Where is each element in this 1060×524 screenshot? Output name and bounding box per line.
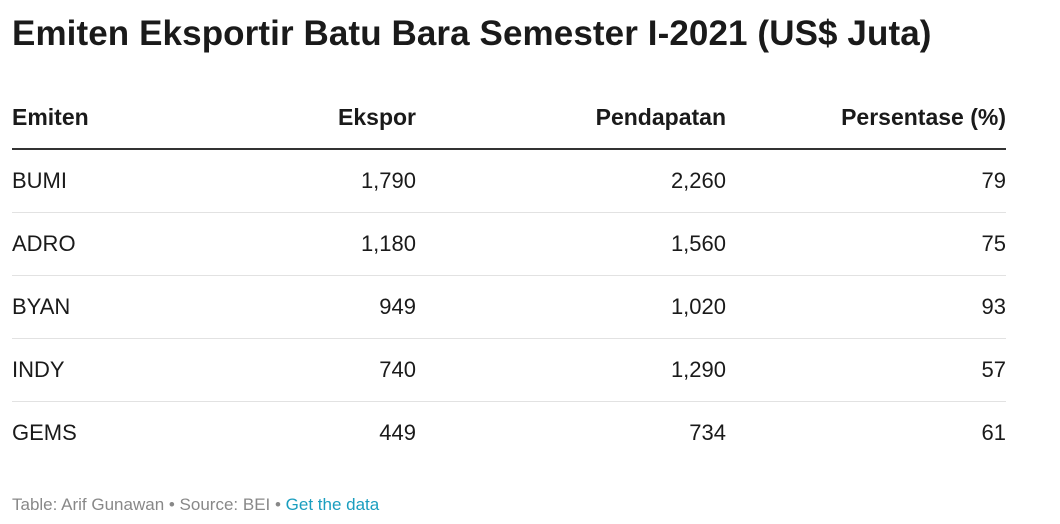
table-row: INDY 740 1,290 57 [12,338,1006,402]
column-header-persentase: Persentase (%) [726,86,1006,150]
table-row: ADRO 1,180 1,560 75 [12,212,1006,276]
column-header-emiten: Emiten [12,86,266,150]
cell-pendapatan: 1,020 [416,275,726,339]
cell-pendapatan: 1,560 [416,212,726,276]
column-header-pendapatan: Pendapatan [416,86,726,150]
cell-persentase: 75 [726,212,1006,276]
table-row: GEMS 449 734 61 [12,402,1006,465]
cell-ekspor: 449 [379,420,416,445]
table-row: BUMI 1,790 2,260 79 [12,149,1006,213]
cell-emiten: INDY [12,338,266,402]
cell-emiten: ADRO [12,212,266,276]
data-table: Emiten Ekspor Pendapatan Persentase (%) … [12,86,1006,464]
cell-pendapatan: 734 [689,420,726,445]
cell-emiten: BUMI [12,149,266,213]
cell-ekspor: 949 [266,275,416,339]
cell-persentase: 79 [726,149,1006,213]
column-header-ekspor: Ekspor [266,86,416,150]
cell-persentase: 57 [726,338,1006,402]
cell-ekspor: 1,180 [266,212,416,276]
get-data-link[interactable]: Get the data [285,495,380,514]
cell-persentase: 61 [981,420,1006,445]
chart-title: Emiten Eksportir Batu Bara Semester I-20… [12,14,932,53]
cell-emiten: BYAN [12,275,266,339]
chart-footer: Table: Arif Gunawan • Source: BEI • Get … [12,495,379,515]
cell-ekspor: 1,790 [266,149,416,213]
cell-emiten: GEMS [12,420,77,445]
header-row: Emiten Ekspor Pendapatan Persentase (%) [12,86,1006,150]
cell-pendapatan: 1,290 [416,338,726,402]
cell-persentase: 93 [726,275,1006,339]
cell-ekspor: 740 [266,338,416,402]
table-row: BYAN 949 1,020 93 [12,275,1006,339]
footer-credits: Table: Arif Gunawan • Source: BEI • [12,495,286,514]
cell-pendapatan: 2,260 [416,149,726,213]
